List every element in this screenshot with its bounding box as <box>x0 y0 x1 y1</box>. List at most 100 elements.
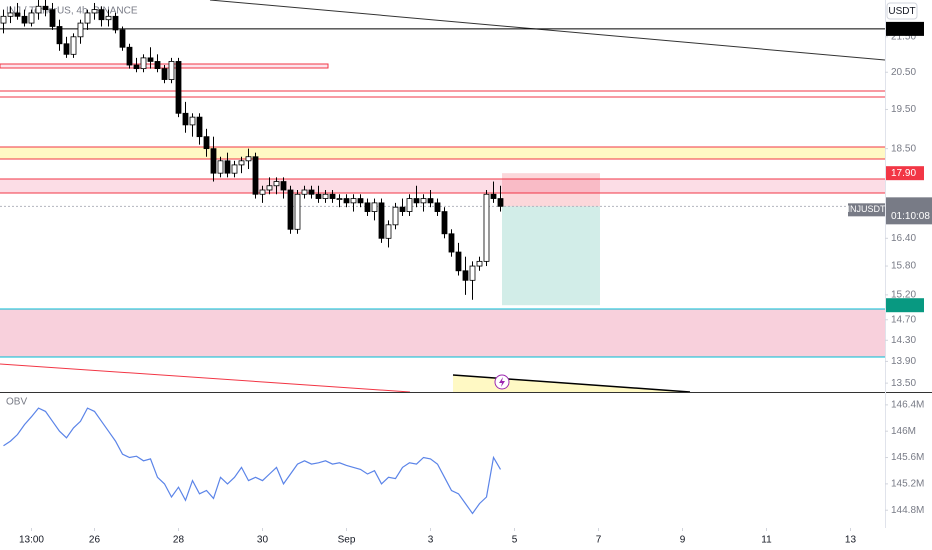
candle-body <box>245 156 252 162</box>
candle-body <box>336 198 343 200</box>
candle-body <box>119 29 126 48</box>
candle-body <box>364 202 371 212</box>
candle-body <box>175 61 182 114</box>
candle-body <box>252 156 259 195</box>
last-price-badge <box>886 197 932 225</box>
zone <box>0 179 885 193</box>
lightning <box>499 377 505 387</box>
candle-body <box>42 5 49 11</box>
x-tick-label: 11 <box>761 535 772 546</box>
candle-body <box>35 5 42 14</box>
y-tick-label: 14.70 <box>891 314 916 325</box>
x-tick-label: 13:00 <box>19 535 44 546</box>
y-tick-label: 14.30 <box>891 335 916 346</box>
candle-body <box>238 160 245 166</box>
stop-badge <box>886 166 924 181</box>
x-tick-label: Sep <box>338 535 356 546</box>
x-tick-label: 13 <box>845 535 857 546</box>
candle-body <box>77 22 84 38</box>
candle-body <box>49 9 56 27</box>
symbol-title: INJ / TetherUS, 4h, BINANCE <box>6 6 138 17</box>
candle-body <box>147 57 154 62</box>
candle-body <box>98 9 105 21</box>
zone <box>0 309 885 357</box>
candle-body <box>105 15 112 21</box>
y-tick-label: 20.50 <box>891 67 916 78</box>
candle-body <box>231 164 238 174</box>
y-tick-label: 18.50 <box>891 143 916 154</box>
candle-body <box>224 160 231 174</box>
symbol-badge <box>848 203 885 217</box>
candle-body <box>133 64 140 70</box>
obv-line <box>3 407 502 515</box>
y-tick-label: 19.50 <box>891 104 916 115</box>
candle-body <box>182 112 189 126</box>
unit-label: USDT <box>888 6 915 17</box>
stop-zone <box>502 173 600 207</box>
y-tick-label: 144.8M <box>891 505 924 516</box>
drawings <box>0 0 886 393</box>
y-tick-label: 16.40 <box>891 233 916 244</box>
candle-body <box>455 251 462 272</box>
x-tick-label: 7 <box>596 535 602 546</box>
candle-body <box>21 15 28 24</box>
y-tick-label: 21.50 <box>891 31 916 42</box>
y-tick-label: 146.4M <box>891 399 924 410</box>
candle-body <box>91 9 98 14</box>
candle-body <box>287 189 294 230</box>
x-tick-label: 30 <box>257 535 269 546</box>
candle-body <box>28 12 35 24</box>
candle-body <box>203 136 210 150</box>
candle-body <box>420 198 427 204</box>
candle-body <box>7 12 14 17</box>
candle-body <box>406 198 413 212</box>
candle-body <box>469 265 476 281</box>
stop-badge-label: 17.90 <box>891 168 916 179</box>
candle-body <box>371 202 378 212</box>
zone <box>0 147 885 159</box>
candle-body <box>399 206 406 212</box>
candle-body <box>357 198 364 204</box>
x-tick-label: 5 <box>512 535 518 546</box>
candle-body <box>280 181 287 191</box>
candle-body <box>161 68 168 80</box>
y-tick-label: 15.80 <box>891 261 916 272</box>
candle-body <box>427 198 434 204</box>
candle-body <box>56 26 63 45</box>
x-tick-label: 28 <box>173 535 185 546</box>
candle-body <box>441 211 448 235</box>
candle-body <box>266 185 273 191</box>
candle-body <box>497 198 504 207</box>
x-tick-label: 9 <box>680 535 686 546</box>
countdown: 01:10:08 <box>891 211 930 222</box>
candle-body <box>350 198 357 204</box>
candle-body <box>217 160 224 174</box>
x-tick-label: 26 <box>89 535 101 546</box>
candle-body <box>273 181 280 187</box>
y-tick-label: 13.50 <box>891 378 916 389</box>
candle-body <box>434 202 441 212</box>
candle-body <box>301 189 308 195</box>
candle-body <box>343 198 350 204</box>
candle-body <box>413 198 420 204</box>
y-tick-label: 15.20 <box>891 290 916 301</box>
target-badge <box>886 298 924 313</box>
candle-body <box>14 12 21 17</box>
price-badge <box>886 21 924 36</box>
y-tick-label: 145.2M <box>891 479 924 490</box>
trend-line <box>0 363 411 393</box>
candle-body <box>259 189 266 195</box>
candle-body <box>154 61 161 70</box>
candle-body <box>112 15 119 31</box>
candle-body <box>392 206 399 226</box>
candle-body <box>0 15 7 24</box>
unit-box[interactable] <box>886 2 918 20</box>
candle-body <box>308 189 315 195</box>
candle-body <box>385 224 392 239</box>
candle-body <box>448 233 455 253</box>
x-tick-label: 3 <box>428 535 434 546</box>
candle-body <box>189 116 196 126</box>
candle-body <box>210 148 217 174</box>
candle-body <box>462 270 469 281</box>
